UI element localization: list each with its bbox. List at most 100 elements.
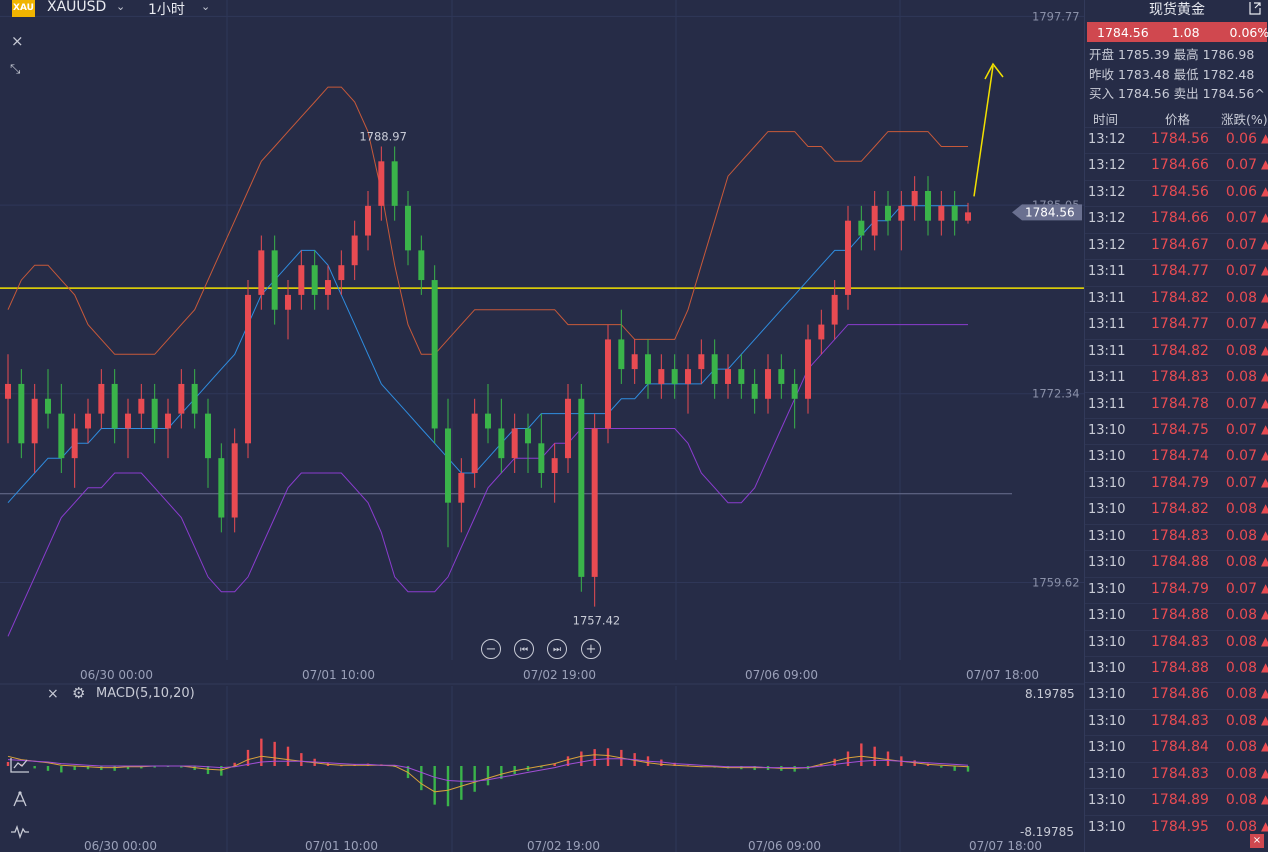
close-icon[interactable]: ×	[1250, 834, 1264, 848]
symbol-selector[interactable]: XAUUSD	[47, 0, 107, 15]
gear-icon[interactable]: ⚙	[72, 684, 86, 702]
arrow-up-icon: ▲	[1261, 316, 1268, 331]
tick-row[interactable]: 13:10 1784.83 0.08 ▲	[1085, 708, 1268, 736]
macd-bar	[433, 766, 436, 805]
quote-bar: 1784.56 1.08 0.06%	[1087, 22, 1268, 42]
indicator-icon[interactable]	[10, 756, 30, 778]
tick-change: 0.08	[1225, 289, 1257, 306]
zoom-out-button[interactable]: −	[481, 639, 501, 659]
candle	[605, 339, 611, 429]
tick-row[interactable]: 13:11 1784.77 0.07 ▲	[1085, 259, 1268, 286]
tick-time: 13:10	[1088, 581, 1126, 597]
tick-price: 1784.74	[1151, 448, 1209, 465]
tick-row[interactable]: 13:10 1784.75 0.07 ▲	[1085, 417, 1268, 445]
interval-selector[interactable]: 1小时	[148, 2, 185, 18]
tick-row[interactable]: 13:10 1784.74 0.07 ▲	[1085, 444, 1268, 471]
quote-price: 1784.56	[1097, 24, 1149, 40]
tick-row[interactable]: 13:10 1784.88 0.08 ▲	[1085, 550, 1268, 577]
chevron-down-icon[interactable]: ⌄	[116, 0, 126, 13]
tick-row[interactable]: 13:10 1784.82 0.08 ▲	[1085, 497, 1268, 524]
tick-row[interactable]: 13:10 1784.89 0.08 ▲	[1085, 788, 1268, 815]
high-annotation: 1788.97	[359, 129, 407, 143]
macd-bar	[500, 766, 503, 779]
tick-row[interactable]: 13:12 1784.66 0.07 ▲	[1085, 206, 1268, 233]
candle	[645, 354, 651, 384]
close-icon[interactable]: ×	[11, 32, 24, 50]
candle	[298, 265, 305, 295]
tick-row[interactable]: 13:10 1784.83 0.08 ▲	[1085, 629, 1268, 657]
scroll-right-button[interactable]: ⏭	[547, 639, 567, 659]
tick-row[interactable]: 13:10 1784.79 0.07 ▲	[1085, 470, 1268, 498]
pulse-icon[interactable]	[10, 824, 30, 844]
macd-bar	[180, 766, 183, 768]
tick-row[interactable]: 13:10 1784.86 0.08 ▲	[1085, 682, 1268, 709]
stat-row: 昨收 1783.48 最低 1782.48	[1089, 64, 1254, 83]
arrow-up-icon: ▲	[1261, 263, 1268, 278]
trend-arrow-head	[984, 62, 1004, 80]
tick-change: 0.08	[1225, 527, 1257, 544]
tick-price: 1784.83	[1151, 369, 1209, 386]
tick-change: 0.07	[1225, 210, 1257, 227]
tick-change: 0.08	[1225, 712, 1257, 729]
drawing-icon[interactable]	[11, 790, 29, 812]
zoom-in-button[interactable]: +	[581, 639, 601, 659]
tick-row[interactable]: 13:11 1784.82 0.08 ▲	[1085, 338, 1268, 366]
chevron-up-icon[interactable]: ^	[1254, 86, 1265, 101]
export-icon[interactable]	[1247, 0, 1263, 20]
candle	[325, 280, 331, 295]
tick-row[interactable]: 13:10 1784.88 0.08 ▲	[1085, 656, 1268, 683]
tick-row[interactable]: 13:10 1784.95 0.08 ▲	[1085, 814, 1268, 842]
tick-row[interactable]: 13:10 1784.79 0.07 ▲	[1085, 576, 1268, 604]
tick-row[interactable]: 13:12 1784.66 0.07 ▲	[1085, 153, 1268, 180]
tick-price: 1784.79	[1151, 580, 1209, 597]
macd-bar	[206, 766, 210, 775]
tick-row[interactable]: 13:11 1784.82 0.08 ▲	[1085, 285, 1268, 313]
tick-time: 13:10	[1088, 819, 1126, 835]
trend-arrow	[973, 65, 994, 197]
ticks-header: 时间 价格 涨跌(%)	[1085, 108, 1268, 128]
tick-row[interactable]: 13:10 1784.88 0.08 ▲	[1085, 603, 1268, 630]
macd-bar	[486, 766, 490, 786]
tick-row[interactable]: 13:10 1784.83 0.08 ▲	[1085, 523, 1268, 551]
stat-value: 1784.56	[1198, 86, 1255, 101]
stat-row: 开盘 1785.39 最高 1786.98	[1089, 44, 1254, 63]
tick-row[interactable]: 13:11 1784.77 0.07 ▲	[1085, 312, 1268, 339]
candle	[231, 443, 238, 518]
tick-row[interactable]: 13:10 1784.84 0.08 ▲	[1085, 735, 1268, 762]
arrow-up-icon: ▲	[1261, 527, 1268, 542]
tick-row[interactable]: 13:10 1784.83 0.08 ▲	[1085, 761, 1268, 789]
candle	[365, 205, 371, 236]
macd-bar	[966, 766, 970, 772]
candle	[445, 428, 451, 503]
tick-price: 1784.56	[1151, 131, 1209, 147]
close-icon[interactable]: ×	[47, 686, 59, 702]
tick-change: 0.08	[1225, 660, 1257, 676]
candle	[591, 428, 598, 577]
stat-value: 1784.56	[1114, 86, 1174, 101]
tick-row[interactable]: 13:11 1784.78 0.07 ▲	[1085, 391, 1268, 419]
price-chart[interactable]: 1788.971757.421797.771772.341759.621785.…	[0, 0, 1084, 852]
x-tick-label: 07/07 18:00	[969, 839, 1042, 852]
last-price-label: 1784.56	[1025, 205, 1075, 219]
collapse-icon[interactable]: ⤡	[10, 62, 21, 77]
candle	[951, 205, 958, 221]
tick-change: 0.07	[1225, 421, 1257, 438]
candle	[311, 265, 318, 295]
candle	[271, 250, 278, 310]
stat-label: 昨收	[1089, 66, 1115, 82]
tick-row[interactable]: 13:12 1784.56 0.06 ▲	[1085, 179, 1268, 207]
tick-row[interactable]: 13:12 1784.56 0.06 ▲	[1085, 127, 1268, 154]
chevron-down-icon[interactable]: ⌄	[201, 0, 211, 13]
candle	[538, 443, 545, 473]
candle	[671, 369, 678, 384]
header-change: 涨跌(%)	[1221, 112, 1268, 127]
tick-price: 1784.66	[1151, 157, 1209, 174]
candle	[471, 413, 478, 473]
candle	[658, 369, 665, 384]
tick-row[interactable]: 13:11 1784.83 0.08 ▲	[1085, 365, 1268, 392]
tick-row[interactable]: 13:12 1784.67 0.07 ▲	[1085, 232, 1268, 260]
candle	[565, 398, 571, 459]
candle	[778, 369, 785, 384]
arrow-up-icon: ▲	[1261, 421, 1268, 436]
scroll-left-button[interactable]: ⏮	[514, 639, 534, 659]
